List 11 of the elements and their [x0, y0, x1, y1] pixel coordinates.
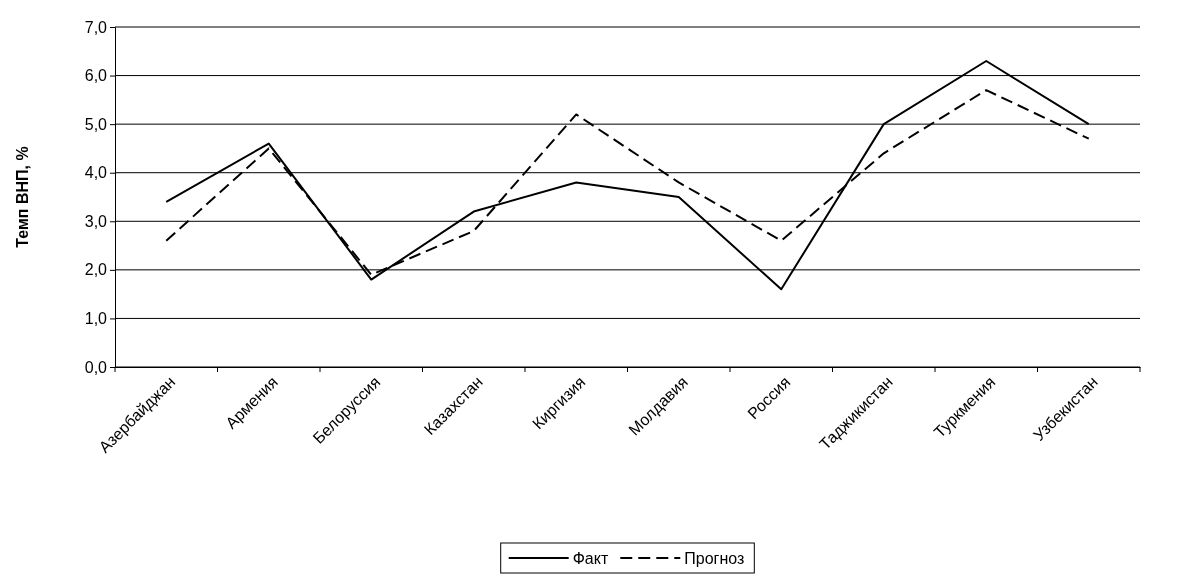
y-tick-label: 0,0: [84, 358, 108, 376]
y-tick-label: 5,0: [84, 115, 108, 133]
legend-label: Прогноз: [684, 550, 745, 567]
y-tick-label: 4,0: [84, 164, 108, 182]
y-tick-label: 7,0: [84, 18, 108, 36]
y-tick-label: 6,0: [84, 67, 108, 85]
legend-label: Факт: [572, 550, 609, 567]
y-tick-label: 3,0: [84, 212, 108, 230]
y-axis-title: Темп ВНП, %: [14, 146, 31, 248]
y-tick-label: 2,0: [84, 261, 108, 279]
y-tick-label: 1,0: [84, 310, 108, 328]
